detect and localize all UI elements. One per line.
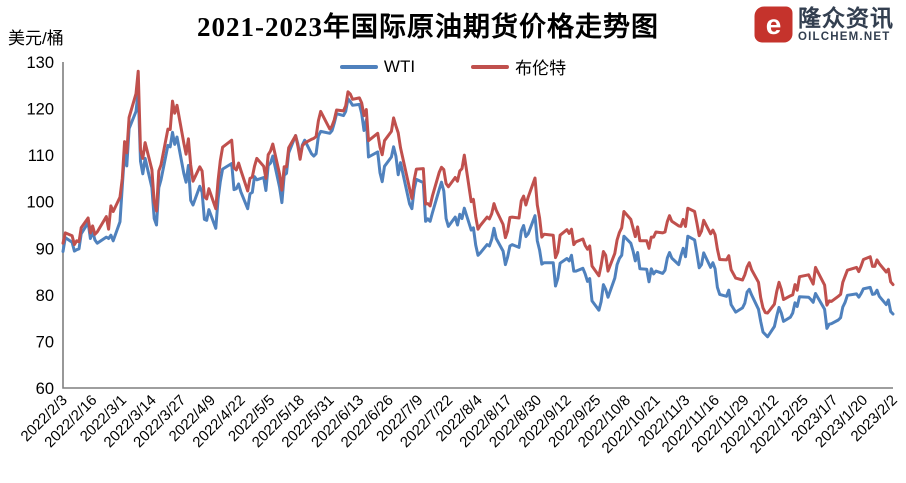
y-tick-label: 60 bbox=[36, 380, 54, 398]
logo-letter: e bbox=[765, 8, 782, 40]
y-tick-label: 80 bbox=[36, 287, 54, 305]
series-line-wti[interactable] bbox=[61, 89, 895, 339]
y-axis-unit-label: 美元/桶 bbox=[8, 29, 64, 48]
brand-name-en: OILCHEM.NET bbox=[798, 31, 891, 43]
series-line-brent[interactable] bbox=[61, 69, 895, 315]
oilchem-logo-text: 隆众资讯 OILCHEM.NET bbox=[798, 7, 894, 44]
legend-item-brent[interactable]: 布伦特 bbox=[471, 54, 566, 79]
chart-title: 2021-2023年国际原油期货价格走势图 bbox=[197, 12, 659, 42]
legend-item-wti[interactable]: WTI bbox=[339, 56, 416, 77]
y-tick-label: 100 bbox=[26, 194, 54, 212]
y-tick-label: 70 bbox=[36, 333, 54, 351]
axis-lines bbox=[62, 62, 893, 389]
y-tick-label: 130 bbox=[26, 54, 54, 72]
legend-label-brent: 布伦特 bbox=[515, 59, 567, 78]
oilchem-logo-icon: e bbox=[755, 7, 792, 42]
legend-label-wti: WTI bbox=[383, 56, 416, 76]
wti-line-swatch bbox=[339, 64, 378, 69]
y-tick-label: 90 bbox=[36, 240, 54, 258]
brent-line-swatch bbox=[471, 64, 510, 69]
y-tick-label: 110 bbox=[28, 147, 54, 165]
y-tick-label: 120 bbox=[26, 101, 54, 119]
chart-legend: WTI 布伦特 bbox=[0, 54, 906, 79]
brand-name-cn: 隆众资讯 bbox=[798, 5, 894, 31]
oilchem-logo[interactable]: e 隆众资讯 OILCHEM.NET bbox=[755, 7, 894, 44]
